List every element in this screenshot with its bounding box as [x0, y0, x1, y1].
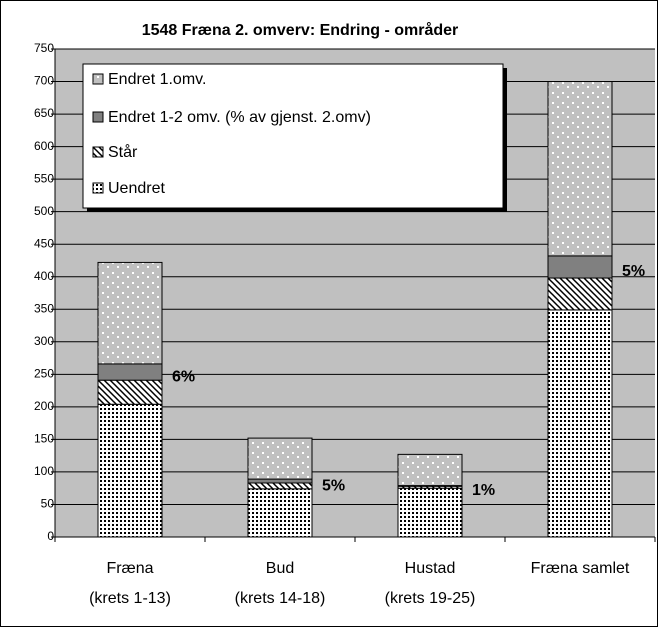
bar-segment: [97, 363, 163, 381]
legend-label: Står: [108, 143, 138, 161]
y-tick-label: 300: [34, 334, 54, 348]
bar-segment: [97, 403, 163, 538]
bar-segment: [547, 309, 613, 538]
bar-segment: [547, 277, 613, 311]
x-tick-label: Fræna: [106, 560, 153, 577]
y-tick-label: 750: [34, 41, 54, 55]
percent-label: 5%: [622, 263, 645, 280]
bar-segment: [247, 482, 313, 490]
chart-title: 1548 Fræna 2. omverv: Endring - områder: [142, 21, 459, 39]
legend-label: Uendret: [108, 180, 165, 197]
y-tick-label: 650: [34, 106, 54, 120]
bar-segment: [397, 453, 463, 487]
y-tick-label: 250: [34, 367, 54, 381]
percent-label: 5%: [322, 477, 345, 494]
y-tick-label: 0: [47, 529, 54, 543]
legend-swatch: [92, 73, 104, 85]
y-tick-label: 400: [34, 269, 54, 283]
legend-label: Endret 1-2 omv. (% av gjenst. 2.omv): [108, 109, 371, 126]
y-tick-label: 200: [34, 399, 54, 413]
x-tick-label: (krets 14-18): [235, 590, 326, 607]
x-tick-label: (krets 19-25): [385, 590, 476, 607]
y-tick-label: 100: [34, 464, 54, 478]
x-tick-label: Hustad: [405, 560, 456, 577]
percent-label: 1%: [472, 482, 495, 499]
legend-label: Endret 1.omv.: [108, 71, 206, 88]
x-tick-label: (krets 1-13): [89, 590, 171, 607]
y-tick-label: 50: [41, 497, 55, 511]
legend-swatch: [92, 111, 104, 123]
bar-segment: [547, 255, 613, 279]
bar-segment: [97, 379, 163, 405]
bar-segment: [247, 488, 313, 538]
bar-segment: [247, 437, 313, 480]
y-tick-label: 600: [34, 139, 54, 153]
percent-label: 6%: [172, 368, 195, 385]
y-tick-label: 350: [34, 301, 54, 315]
legend-swatch: [92, 182, 104, 194]
y-tick-label: 150: [34, 432, 54, 446]
y-tick-label: 450: [34, 236, 54, 250]
legend-swatch: [92, 146, 104, 158]
bar-segment: [397, 487, 463, 538]
bar-segment: [547, 81, 613, 257]
y-tick-label: 700: [34, 74, 54, 88]
bar-segment: [247, 478, 313, 484]
y-tick-label: 500: [34, 204, 54, 218]
x-tick-label: Fræna samlet: [531, 560, 630, 577]
y-tick-label: 550: [34, 171, 54, 185]
bar-segment: [97, 261, 163, 365]
x-tick-label: Bud: [266, 560, 294, 577]
legend-box: [82, 63, 504, 209]
